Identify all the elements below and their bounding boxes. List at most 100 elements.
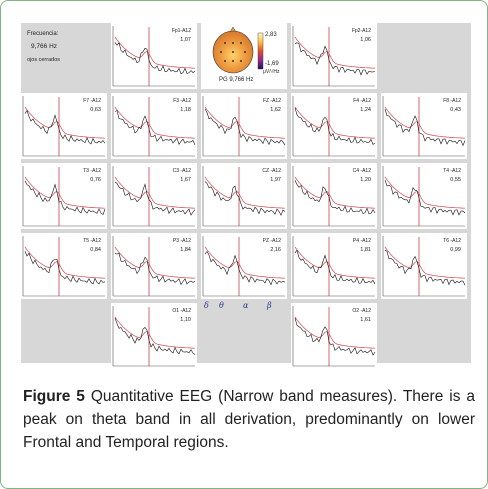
spectrum-panel-t6: T6 -A12 0,99 — [381, 233, 467, 299]
spectrum-trace — [112, 96, 196, 157]
band-alpha: α — [243, 301, 249, 310]
spectrum-trace — [292, 306, 376, 367]
channel-value: 0,55 — [450, 177, 461, 183]
spectrum-panel-p3: P3 -A12 1,84 — [111, 233, 197, 299]
channel-label: P3 -A12 — [172, 238, 191, 244]
spectrum-panel-t3: T3 -A12 0,76 — [21, 163, 107, 229]
channel-value: 1,20 — [360, 177, 371, 183]
spectrum-graphic — [292, 166, 376, 227]
spectrum-panel-f4: F4 -A12 1,24 — [291, 93, 377, 159]
spectrum-graphic — [382, 236, 466, 297]
channel-label: F3 -A12 — [173, 98, 191, 104]
colorbar-max: 2,83 — [265, 32, 277, 38]
channel-value: 1,84 — [180, 247, 191, 253]
spectrum-graphic — [112, 166, 196, 227]
spectrum-panel-fz: FZ -A12 1,62 — [201, 93, 287, 159]
spectrum-graphic — [112, 306, 196, 367]
spectrum-panel-t4: T4 -A12 0,55 — [381, 163, 467, 229]
channel-value: 1,62 — [270, 107, 281, 113]
band-delta: δ — [204, 301, 209, 310]
channel-label: P4 -A12 — [352, 238, 371, 244]
spectrum-graphic — [112, 236, 196, 297]
channel-value: 0,63 — [90, 107, 101, 113]
channel-label: T4 -A12 — [443, 168, 461, 174]
spectrum-trace — [22, 236, 106, 297]
spectrum-graphic — [112, 96, 196, 157]
colorbar-unit: μV/√Hz — [263, 69, 280, 75]
spectrum-panel-f8: F8 -A12 0,43 — [381, 93, 467, 159]
channel-label: PZ -A12 — [262, 238, 281, 244]
channel-value: 2,16 — [270, 247, 281, 253]
channel-value: 0,76 — [90, 177, 101, 183]
spectrum-trace — [292, 96, 376, 157]
spectrum-panel-f7: F7 -A12 0,63 — [21, 93, 107, 159]
spectrum-trace — [202, 96, 286, 157]
spectrum-graphic — [22, 166, 106, 227]
spectrum-graphic — [292, 96, 376, 157]
frequency-label: Frecuencia: — [27, 31, 59, 37]
caption-text: Quantitative EEG (Narrow band measures).… — [23, 388, 475, 451]
spectrum-graphic — [202, 166, 286, 227]
spectrum-graphic — [292, 26, 376, 87]
channel-value: 1,67 — [180, 177, 191, 183]
spectrum-trace — [112, 306, 196, 367]
spectrum-trace — [382, 236, 466, 297]
band-theta: θ — [219, 301, 224, 310]
channel-label: FZ -A12 — [262, 98, 281, 104]
frequency-value: 9,766 Hz — [31, 43, 58, 50]
band-beta: β — [267, 301, 272, 310]
channel-value: 0,43 — [450, 107, 461, 113]
channel-label: C3 -A12 — [172, 168, 191, 174]
channel-value: 0,99 — [450, 247, 461, 253]
topomap-title: PG 9,766 Hz — [219, 77, 254, 83]
spectrum-trace — [112, 26, 196, 87]
spectrum-trace — [292, 236, 376, 297]
channel-label: Fp1-A12 — [171, 28, 191, 34]
spectrum-graphic — [382, 96, 466, 157]
spectrum-panel-o2: O2 -A12 1,61 — [291, 303, 377, 369]
channel-label: F7 -A12 — [83, 98, 101, 104]
channel-value: 1,81 — [360, 247, 371, 253]
channel-value: 1,97 — [270, 177, 281, 183]
spectrum-panel-t5: T5 -A12 0,84 — [21, 233, 107, 299]
channel-value: 1,18 — [180, 107, 191, 113]
spectrum-panel-cz: CZ -A12 1,97 — [201, 163, 287, 229]
spectrum-trace — [22, 96, 106, 157]
spectrum-graphic — [202, 236, 286, 297]
channel-value: 1,10 — [180, 317, 191, 323]
colorbar-min: -1,69 — [265, 61, 279, 67]
channel-value: 1,24 — [360, 107, 371, 113]
spectrum-trace — [292, 26, 376, 87]
spectrum-panel-f3: F3 -A12 1,18 — [111, 93, 197, 159]
spectrum-trace — [382, 166, 466, 227]
channel-label: T6 -A12 — [443, 238, 461, 244]
spectrum-panel-o1: O1 -A12 1,10 — [111, 303, 197, 369]
spectrum-panel-pz: PZ -A12 2,16 — [201, 233, 287, 299]
spectrum-graphic — [22, 96, 106, 157]
spectrum-graphic — [382, 166, 466, 227]
spectrum-trace — [112, 166, 196, 227]
spectrum-trace — [112, 236, 196, 297]
topomap-panel: 2,83 -1,69 μV/√Hz PG 9,766 Hz — [201, 23, 287, 89]
channel-label: O1 -A12 — [172, 308, 191, 314]
spectrum-trace — [22, 166, 106, 227]
channel-label: O2 -A12 — [352, 308, 371, 314]
channel-value: 1,06 — [360, 37, 371, 43]
channel-label: CZ -A12 — [262, 168, 281, 174]
spectrum-graphic — [202, 96, 286, 157]
figure-caption: Figure 5 Quantitative EEG (Narrow band m… — [23, 385, 475, 454]
spectrum-panel-fp1: Fp1-A12 1,07 — [111, 23, 197, 89]
spectrum-trace — [202, 166, 286, 227]
spectrum-graphic — [112, 26, 196, 87]
figure-number: Figure 5 — [23, 388, 85, 405]
spectrum-panel-p4: P4 -A12 1,81 — [291, 233, 377, 299]
spectrum-trace — [202, 236, 286, 297]
channel-label: T5 -A12 — [83, 238, 101, 244]
spectrum-trace — [382, 96, 466, 157]
topomap-graphic — [212, 26, 264, 74]
recording-condition: ojos cerrados — [27, 57, 61, 63]
channel-value: 1,61 — [360, 317, 371, 323]
spectrum-graphic — [292, 236, 376, 297]
channel-label: F8 -A12 — [443, 98, 461, 104]
